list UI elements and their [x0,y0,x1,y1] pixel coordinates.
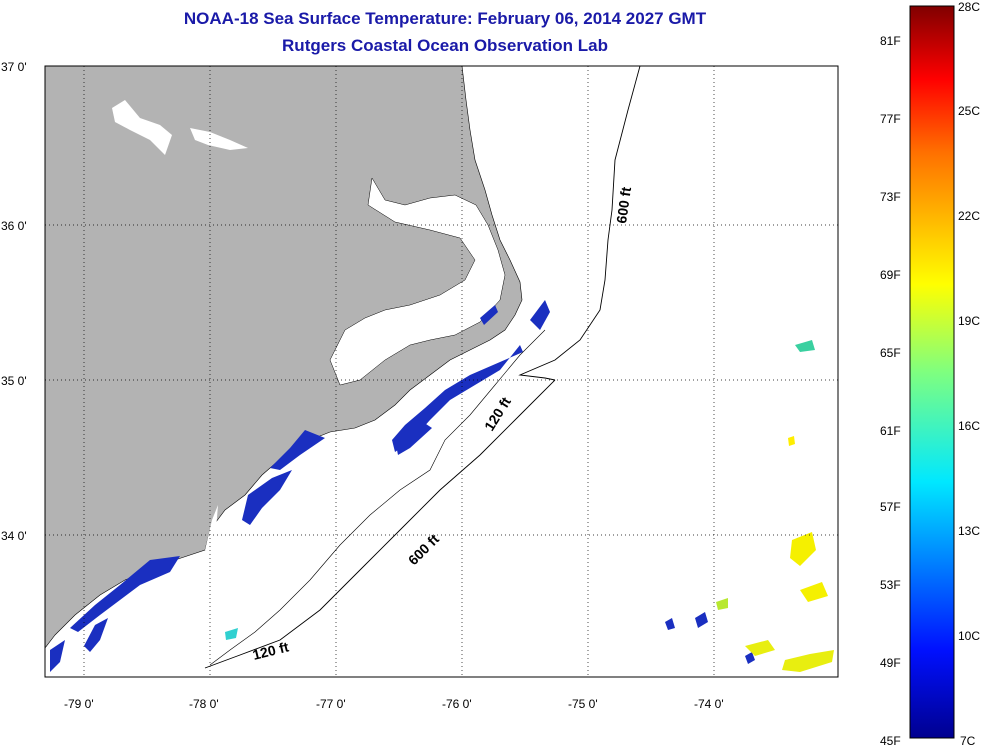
lon-label-74: -74 0' [694,697,724,711]
colorbar-bottom-c-label: 7C [960,734,976,748]
lon-label-77: -77 0' [316,697,346,711]
contour-120ft [209,329,546,666]
cape-fear-river [205,505,218,552]
c-tick-25: 25C [958,104,980,118]
inland-lake-2 [190,128,248,150]
f-tick-69: 69F [880,268,901,282]
colorbar-bottom-f-label: 45F [880,734,901,748]
colorbar-top-label: 28C [958,0,980,14]
c-tick-19: 19C [958,314,980,328]
sst-warm-patches [225,340,834,672]
lon-label-79: -79 0' [64,697,94,711]
f-tick-65: 65F [880,346,901,360]
c-tick-13: 13C [958,524,980,538]
colorbar [909,5,955,739]
fahrenheit-ticks: 81F 77F 73F 69F 65F 61F 57F 53F 49F [880,34,901,670]
f-tick-73: 73F [880,190,901,204]
pamlico-sound [329,177,506,386]
f-tick-61: 61F [880,424,901,438]
contour-label-600ft-north: 600 ft [613,186,634,225]
f-tick-57: 57F [880,500,901,514]
lon-label-76: -76 0' [442,697,472,711]
lat-label-34: 34 0' [1,529,27,543]
f-tick-53: 53F [880,578,901,592]
map-subtitle: Rutgers Coastal Ocean Observation Lab [282,36,608,55]
celsius-ticks: 25C 22C 19C 16C 13C 10C [958,104,980,643]
graticule [45,66,838,677]
contour-600ft-north [518,66,641,381]
lat-label-37: 37 0' [1,60,27,74]
sst-cold-patches [50,300,755,672]
map-title: NOAA-18 Sea Surface Temperature: Februar… [183,9,707,28]
f-tick-77: 77F [880,112,901,126]
lon-label-78: -78 0' [189,697,219,711]
c-tick-16: 16C [958,419,980,433]
f-tick-81: 81F [880,34,901,48]
c-tick-10: 10C [958,629,980,643]
contour-600ft-south [204,379,556,669]
inland-lake [112,100,172,155]
lon-label-75: -75 0' [568,697,598,711]
f-tick-49: 49F [880,656,901,670]
map-frame [44,65,839,678]
lat-label-36: 36 0' [1,219,27,233]
c-tick-22: 22C [958,209,980,223]
lat-label-35: 35 0' [1,374,27,388]
